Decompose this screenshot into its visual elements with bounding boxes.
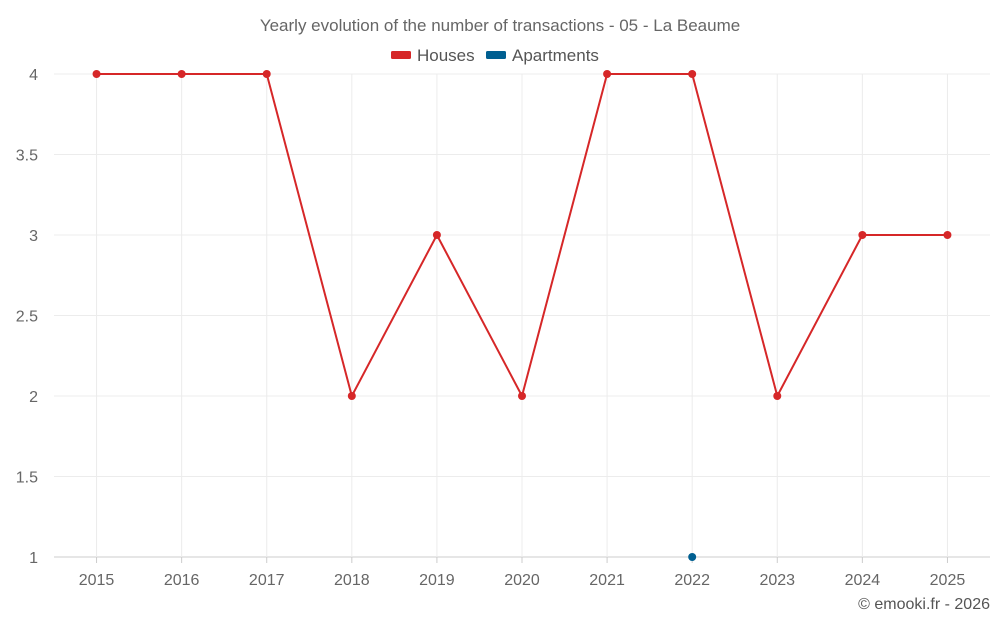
- plot-area: [92, 70, 952, 561]
- data-point-houses-2021[interactable]: [603, 70, 612, 78]
- legend-swatch-houses: [391, 51, 411, 59]
- data-point-houses-2022[interactable]: [688, 70, 697, 78]
- y-tick-label: 2.5: [16, 309, 38, 326]
- y-tick-label: 2: [29, 389, 38, 406]
- x-tick-label: 2021: [589, 572, 625, 589]
- data-point-houses-2025[interactable]: [943, 231, 952, 239]
- data-point-houses-2024[interactable]: [858, 231, 867, 239]
- data-point-houses-2023[interactable]: [773, 392, 782, 400]
- x-tick-label: 2018: [334, 572, 370, 589]
- data-point-houses-2019[interactable]: [432, 231, 441, 239]
- y-axis: 1 1.5 2 2.5 3 3.5 4: [16, 67, 38, 567]
- y-tick-label: 3.5: [16, 148, 38, 165]
- y-tick-label: 3: [29, 228, 38, 245]
- legend-swatch-apartments: [486, 51, 506, 59]
- x-tick-label: 2015: [79, 572, 115, 589]
- legend-label-houses: Houses: [417, 46, 475, 65]
- legend-item-apartments[interactable]: Apartments: [486, 46, 599, 65]
- x-tick-label: 2023: [759, 572, 795, 589]
- x-tick-label: 2025: [930, 572, 966, 589]
- x-tick-label: 2022: [674, 572, 710, 589]
- data-point-houses-2016[interactable]: [177, 70, 186, 78]
- data-point-houses-2017[interactable]: [262, 70, 271, 78]
- x-tick-label: 2017: [249, 572, 285, 589]
- data-point-houses-2015[interactable]: [92, 70, 101, 78]
- legend-item-houses[interactable]: Houses: [391, 46, 475, 65]
- chart-title: Yearly evolution of the number of transa…: [260, 16, 740, 35]
- data-point-houses-2020[interactable]: [518, 392, 526, 400]
- legend: Houses Apartments: [391, 46, 599, 65]
- x-axis: 2015 2016 2017 2018 2019 2020 2021 2022 2023 2024…: [79, 557, 966, 589]
- data-point-apartments-2022[interactable]: [688, 553, 697, 561]
- x-tick-label: 2016: [164, 572, 200, 589]
- credit-text: © emooki.fr - 2026: [858, 596, 990, 613]
- x-tick-label: 2020: [504, 572, 540, 589]
- x-tick-label: 2024: [845, 572, 881, 589]
- legend-label-apartments: Apartments: [512, 46, 599, 65]
- y-tick-label: 1: [29, 550, 38, 567]
- grid: [54, 73, 990, 558]
- y-tick-label: 4: [29, 67, 38, 84]
- data-point-houses-2018[interactable]: [347, 392, 356, 400]
- x-tick-label: 2019: [419, 572, 455, 589]
- y-tick-label: 1.5: [16, 470, 38, 487]
